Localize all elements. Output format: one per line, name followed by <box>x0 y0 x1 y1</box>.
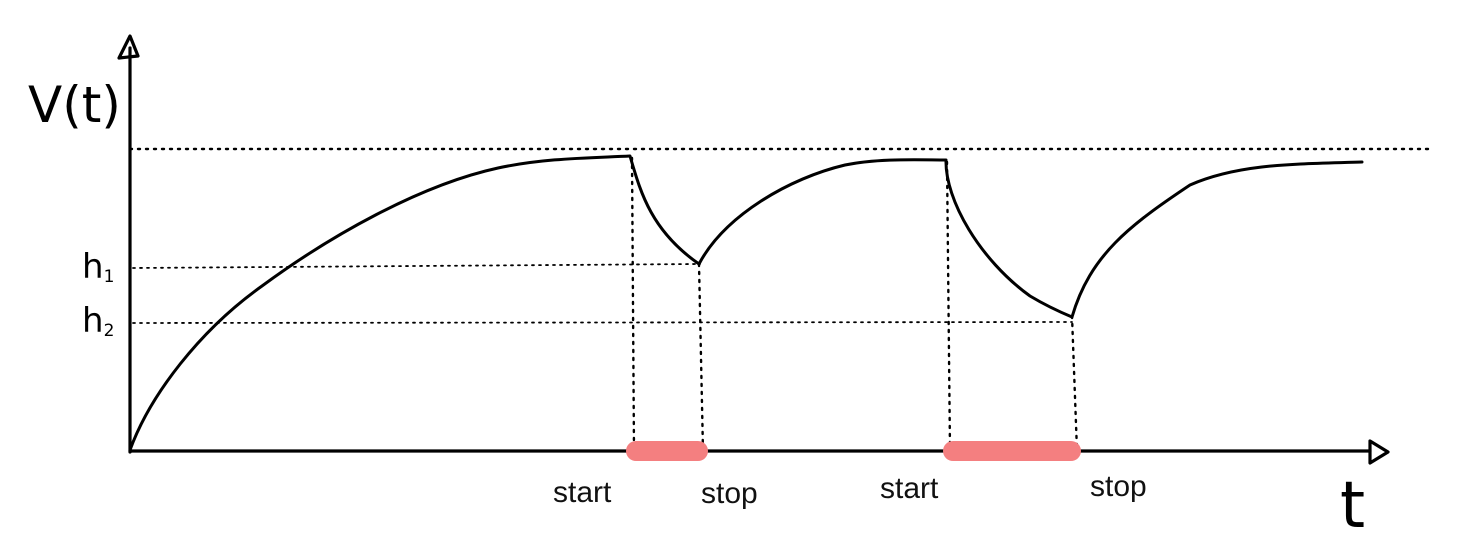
guide-line-stop-2 <box>1070 314 1079 453</box>
level-label-h2-sub: 2 <box>104 321 115 341</box>
level-label-h2-letter: h <box>82 301 104 341</box>
level-line-h2 <box>132 321 1073 324</box>
guide-line-stop-1 <box>697 262 705 453</box>
y-axis-label: V(t) <box>28 76 121 134</box>
level-label-h1-sub: 1 <box>104 267 115 287</box>
y-axis-arrowhead <box>117 34 140 60</box>
guide-line-start-1 <box>630 156 636 453</box>
interval-1-start-label: start <box>553 476 612 509</box>
interval-1-stop-label: stop <box>701 477 758 510</box>
x-axis-arrowhead <box>1368 439 1390 465</box>
level-label-h1-letter: h <box>82 247 104 287</box>
interval-2-stop-label: stop <box>1090 470 1147 503</box>
voltage-curve <box>128 154 1364 452</box>
level-label-h2: h2 <box>82 301 114 341</box>
level-line-h1 <box>132 263 701 269</box>
interval-2-start-label: start <box>880 472 939 505</box>
x-axis-label: t <box>1340 469 1365 543</box>
level-label-h1: h1 <box>82 247 114 287</box>
guide-line-start-2 <box>945 160 952 453</box>
